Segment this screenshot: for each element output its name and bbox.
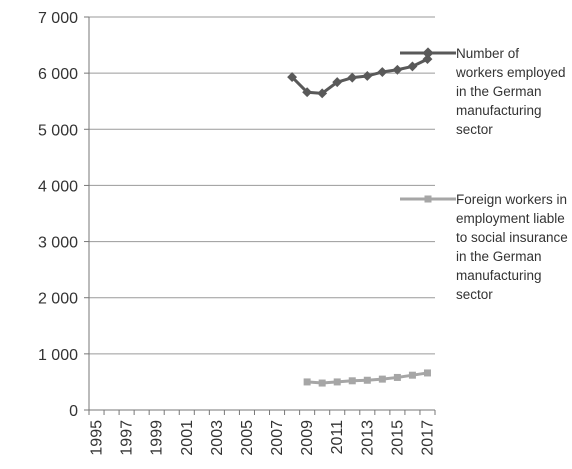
x-tick-label: 1997 (119, 420, 136, 456)
x-tick-label: 2009 (299, 420, 316, 456)
x-tick-label: 2005 (239, 420, 256, 456)
y-tick-label: 3 000 (38, 235, 78, 252)
y-tick-label: 6 000 (38, 66, 78, 83)
legend-label-1: Number of workers employed in the German… (456, 46, 566, 137)
gridlines (89, 16, 435, 355)
x-tick-label: 2003 (209, 420, 226, 456)
y-tick-label: 4 000 (38, 178, 78, 195)
legend-swatch-1 (400, 47, 456, 59)
x-tick-label: 2007 (269, 420, 286, 456)
data-point-square (378, 375, 386, 383)
legend-swatch-2 (400, 195, 456, 203)
series-line-1 (291, 57, 429, 95)
data-point-diamond (347, 72, 358, 83)
x-tick-label: 2017 (419, 420, 436, 456)
axes (84, 16, 436, 415)
y-tick-label: 5 000 (38, 122, 78, 139)
x-tick-label: 2011 (329, 420, 346, 455)
y-tick-label: 0 (69, 403, 78, 420)
x-tick-label: 1995 (89, 420, 106, 456)
y-tick-label: 7 000 (38, 10, 78, 27)
y-tick-label: 2 000 (38, 291, 78, 308)
data-point-square (393, 373, 401, 381)
data-point-diamond (407, 61, 418, 72)
data-point-square (303, 378, 311, 386)
x-tick-label: 2013 (359, 420, 376, 456)
x-tick-label: 2015 (389, 420, 406, 456)
data-point-square (333, 378, 341, 386)
data-point-diamond (377, 67, 388, 77)
legend-label-2: Foreign workers in employment liable to … (456, 192, 568, 302)
y-tick-label: 1 000 (38, 347, 78, 364)
x-tick-label: 2001 (179, 420, 196, 456)
x-tick-label: 1999 (149, 420, 166, 456)
data-point-square (348, 377, 356, 385)
data-point-square (408, 371, 416, 379)
data-point-square (318, 379, 326, 387)
data-point-diamond (362, 71, 373, 81)
data-point-square (423, 369, 431, 377)
series-group (287, 54, 433, 387)
data-point-square (363, 376, 371, 384)
y-axis-tick-labels: 0 1 000 2 000 3 000 4 000 5 000 6 000 7 000 (38, 10, 78, 420)
x-axis-tick-labels: 1995 1997 1999 2001 2003 2005 2007 2009 2011 2013… (89, 420, 437, 456)
